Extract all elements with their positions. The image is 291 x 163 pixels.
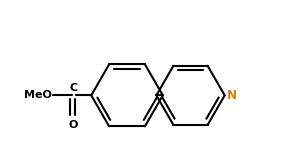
Text: C: C	[70, 83, 78, 93]
Text: MeO: MeO	[24, 90, 52, 100]
Text: N: N	[227, 89, 237, 102]
Text: O: O	[68, 120, 77, 130]
